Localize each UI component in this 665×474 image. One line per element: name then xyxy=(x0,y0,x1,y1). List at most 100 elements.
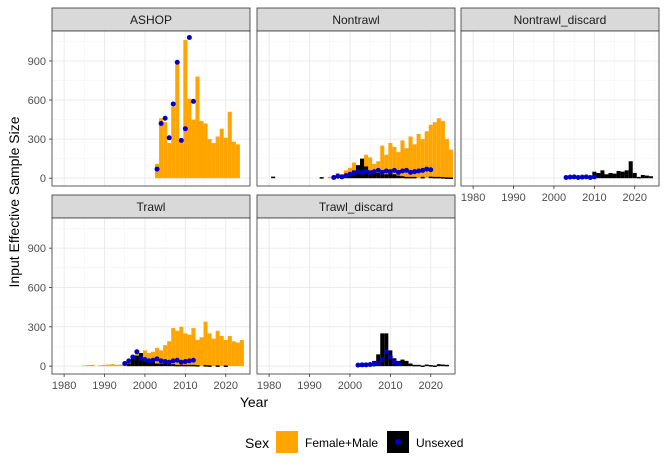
data-point xyxy=(355,169,361,175)
data-point xyxy=(154,166,160,172)
bar-female-male xyxy=(183,333,188,367)
bar-unsexed xyxy=(436,364,441,367)
data-point xyxy=(355,362,361,368)
data-point xyxy=(178,359,184,365)
panel-strip-label: ASHOP xyxy=(130,13,172,27)
bar-female-male xyxy=(110,364,115,367)
bar-female-male xyxy=(231,341,236,367)
bar-unsexed xyxy=(376,172,381,179)
bar-unsexed xyxy=(416,364,421,367)
data-point xyxy=(367,362,373,368)
bar-female-male xyxy=(231,141,236,179)
y-tick-label: 900 xyxy=(28,56,46,68)
panel-background xyxy=(257,218,455,374)
bar-female-male xyxy=(412,144,417,179)
data-point xyxy=(162,359,168,365)
bar-unsexed xyxy=(436,176,441,179)
data-point xyxy=(579,174,585,180)
data-point xyxy=(126,358,132,364)
bar-female-male xyxy=(203,123,208,179)
x-tick-label: 2020 xyxy=(419,380,443,392)
data-point xyxy=(150,357,156,363)
x-tick-label: 1990 xyxy=(501,192,525,204)
bar-female-male xyxy=(380,145,385,179)
data-point xyxy=(363,362,369,368)
data-point xyxy=(343,173,349,179)
panel-strip-label: Nontrawl xyxy=(332,13,379,27)
bar-unsexed xyxy=(187,364,192,367)
data-point xyxy=(351,170,357,176)
x-tick-label: 2010 xyxy=(378,380,402,392)
x-tick-label: 1990 xyxy=(92,380,116,392)
panel-background xyxy=(461,31,659,186)
bar-female-male xyxy=(416,133,421,179)
x-axis-title: Year xyxy=(240,394,269,410)
bar-unsexed xyxy=(126,363,131,367)
bar-unsexed xyxy=(428,365,433,367)
data-point xyxy=(408,169,414,175)
legend-label-female-male: Female+Male xyxy=(305,436,378,450)
data-point xyxy=(412,169,418,175)
data-point xyxy=(174,357,180,363)
data-point xyxy=(190,98,196,104)
bar-female-male xyxy=(227,335,232,367)
bar-female-male xyxy=(207,333,212,367)
data-point xyxy=(387,169,393,175)
y-tick-label: 900 xyxy=(28,243,46,255)
x-tick-label: 1980 xyxy=(257,380,281,392)
data-point xyxy=(391,167,397,173)
bar-female-male xyxy=(163,122,168,179)
data-point xyxy=(591,174,597,180)
bar-unsexed xyxy=(155,363,160,367)
bar-female-male xyxy=(195,339,200,367)
data-point xyxy=(375,361,381,367)
bar-unsexed xyxy=(648,176,653,179)
bar-female-male xyxy=(400,140,405,179)
data-point xyxy=(359,362,365,368)
data-point xyxy=(391,359,397,365)
y-axis-title: Input Effective Sample Size xyxy=(6,116,22,287)
bar-female-male xyxy=(195,76,200,179)
bar-unsexed xyxy=(380,174,385,179)
data-point xyxy=(335,173,341,179)
bar-female-male xyxy=(82,365,87,367)
data-point xyxy=(371,169,377,175)
data-point xyxy=(395,169,401,175)
bar-unsexed xyxy=(360,158,365,179)
data-point xyxy=(166,135,172,141)
bar-unsexed xyxy=(396,175,401,179)
bar-unsexed xyxy=(432,365,437,367)
data-point xyxy=(347,171,353,177)
panel-border xyxy=(51,30,251,187)
bar-unsexed xyxy=(440,177,445,179)
bar-unsexed xyxy=(195,365,200,367)
bar-unsexed xyxy=(612,173,617,179)
data-point xyxy=(359,169,365,175)
bar-female-male xyxy=(219,128,224,179)
data-point xyxy=(146,358,152,364)
bar-unsexed xyxy=(604,174,609,179)
bar-unsexed xyxy=(183,364,188,367)
bar-female-male xyxy=(175,330,180,367)
x-tick-label: 1980 xyxy=(52,380,76,392)
data-point xyxy=(399,168,405,174)
bar-female-male xyxy=(171,106,176,179)
data-point xyxy=(190,357,196,363)
data-point xyxy=(158,120,164,126)
bar-female-male xyxy=(235,144,240,179)
data-point xyxy=(416,168,422,174)
bar-unsexed xyxy=(400,176,405,179)
data-point xyxy=(182,359,188,365)
panel-border xyxy=(460,30,660,187)
bar-female-male xyxy=(408,136,413,179)
bar-female-male xyxy=(203,321,208,367)
bar-female-male xyxy=(90,364,95,367)
bar-female-male xyxy=(167,341,172,367)
bar-female-male xyxy=(235,342,240,367)
bar-female-male xyxy=(396,152,401,179)
bar-unsexed xyxy=(444,177,449,179)
panel-ashop: ASHOP 0 300 600 900 xyxy=(28,7,251,187)
bar-unsexed xyxy=(636,176,641,179)
bar-female-male xyxy=(211,143,216,179)
